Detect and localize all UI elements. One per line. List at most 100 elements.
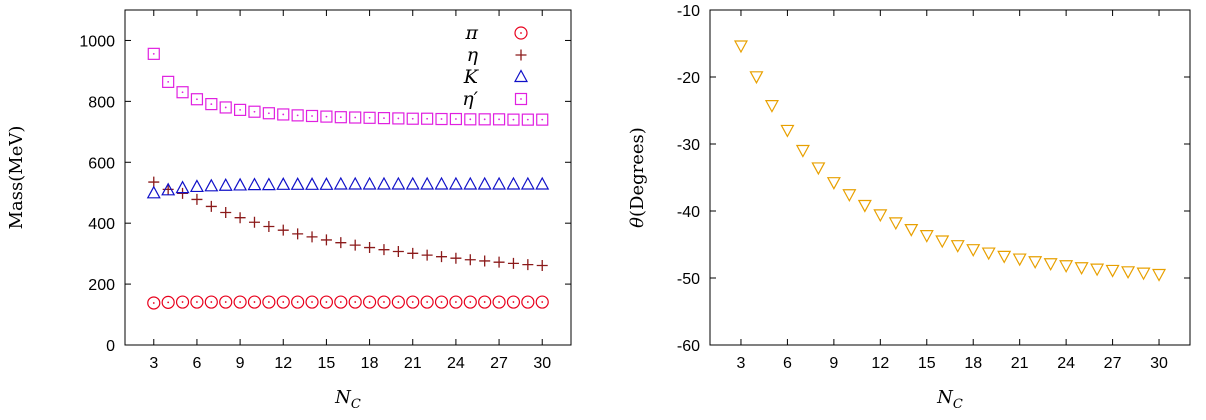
x-tick-label: 21 — [404, 355, 422, 372]
data-point — [434, 295, 449, 309]
data-point — [764, 100, 779, 113]
data-point — [536, 113, 549, 126]
data-point — [904, 223, 919, 237]
x-tick-label: 27 — [1104, 355, 1122, 372]
data-point — [276, 295, 290, 309]
data-point — [536, 260, 548, 272]
data-point — [436, 251, 448, 263]
data-point — [1012, 253, 1027, 267]
data-point — [305, 109, 319, 123]
data-point — [277, 224, 289, 236]
data-point — [175, 295, 190, 309]
data-point — [492, 113, 506, 126]
data-point — [479, 255, 491, 267]
data-point — [780, 124, 795, 138]
data-point — [248, 105, 261, 118]
data-point — [191, 193, 203, 205]
data-point — [1028, 256, 1043, 270]
data-point — [189, 179, 204, 193]
data-point — [333, 176, 348, 190]
x-tick-label: 30 — [1150, 355, 1168, 372]
data-point — [334, 111, 347, 124]
series-1 — [147, 295, 549, 310]
data-point — [1105, 264, 1120, 278]
data-point — [522, 259, 534, 271]
series-1 — [733, 40, 1167, 282]
data-point — [262, 295, 276, 309]
y-tick-label: 200 — [88, 277, 115, 294]
data-point — [276, 177, 291, 190]
data-point — [219, 101, 232, 114]
data-point — [363, 111, 376, 124]
data-point — [177, 187, 189, 199]
data-point — [888, 217, 903, 231]
data-point — [997, 250, 1012, 264]
plot-frame — [709, 9, 1191, 346]
data-point — [420, 176, 435, 190]
data-point — [376, 176, 391, 190]
x-tick-label: 18 — [964, 355, 982, 372]
legend-marker — [515, 49, 527, 61]
data-point — [1136, 267, 1151, 281]
data-point — [795, 144, 810, 158]
legend-label: K — [463, 66, 480, 88]
data-point — [319, 177, 334, 190]
x-tick-label: 12 — [274, 355, 292, 372]
chart-panel-1: 3 6 9 12 15 18 21 24 27 30 0 200 400 600 800 1000 NC Mass… — [6, 9, 572, 412]
plot-frame — [124, 9, 572, 346]
data-point — [190, 93, 204, 106]
x-axis-label: NC — [334, 387, 361, 412]
data-point — [306, 231, 318, 243]
y-tick-label: 600 — [88, 155, 115, 172]
data-point — [448, 176, 463, 190]
data-point — [478, 295, 492, 309]
y-tick-label: -50 — [677, 271, 700, 288]
y-tick-label: -40 — [677, 204, 700, 221]
data-point — [506, 176, 521, 190]
x-tick-label: 3 — [149, 355, 158, 372]
data-point — [305, 177, 320, 190]
data-point — [335, 237, 347, 249]
y-axis-label: Mass(MeV) — [6, 126, 27, 230]
data-point — [147, 47, 160, 60]
data-point — [262, 107, 275, 120]
x-tick-label: 12 — [871, 355, 889, 372]
x-tick-label: 15 — [918, 355, 936, 372]
data-point — [320, 110, 333, 123]
legend-marker — [514, 26, 528, 40]
data-point — [421, 249, 433, 261]
data-point — [175, 180, 190, 194]
data-point — [391, 176, 406, 190]
x-tick-label: 9 — [829, 355, 838, 372]
data-point — [220, 207, 232, 219]
y-tick-label: 1000 — [79, 33, 115, 50]
data-point — [233, 177, 248, 191]
y-tick-label: -60 — [677, 338, 700, 355]
x-tick-label: 9 — [236, 355, 245, 372]
data-point — [464, 254, 476, 266]
data-point — [950, 240, 965, 253]
data-point — [749, 71, 764, 85]
data-point — [1152, 268, 1167, 282]
data-point — [146, 185, 161, 199]
x-tick-label: 15 — [318, 355, 336, 372]
data-point — [492, 176, 507, 190]
data-point — [811, 162, 826, 176]
data-point — [435, 112, 448, 126]
data-point — [176, 86, 189, 99]
y-tick-label: 400 — [88, 216, 115, 233]
data-point — [492, 295, 506, 309]
data-point — [966, 244, 981, 257]
y-tick-label: -30 — [677, 137, 700, 154]
data-point — [291, 295, 305, 309]
data-point — [233, 103, 247, 116]
data-point — [247, 295, 262, 309]
data-point — [478, 113, 491, 126]
data-point — [434, 176, 449, 190]
data-point — [292, 228, 304, 240]
data-point — [162, 75, 175, 88]
y-axis-label: θ(Degrees) — [627, 127, 648, 228]
data-point — [1090, 263, 1105, 277]
data-point — [391, 295, 405, 309]
chart-panel-2: 3 6 9 12 15 18 21 24 27 30 -60 -50 -40 -30 -20 -10 NC θ(D… — [627, 3, 1191, 412]
